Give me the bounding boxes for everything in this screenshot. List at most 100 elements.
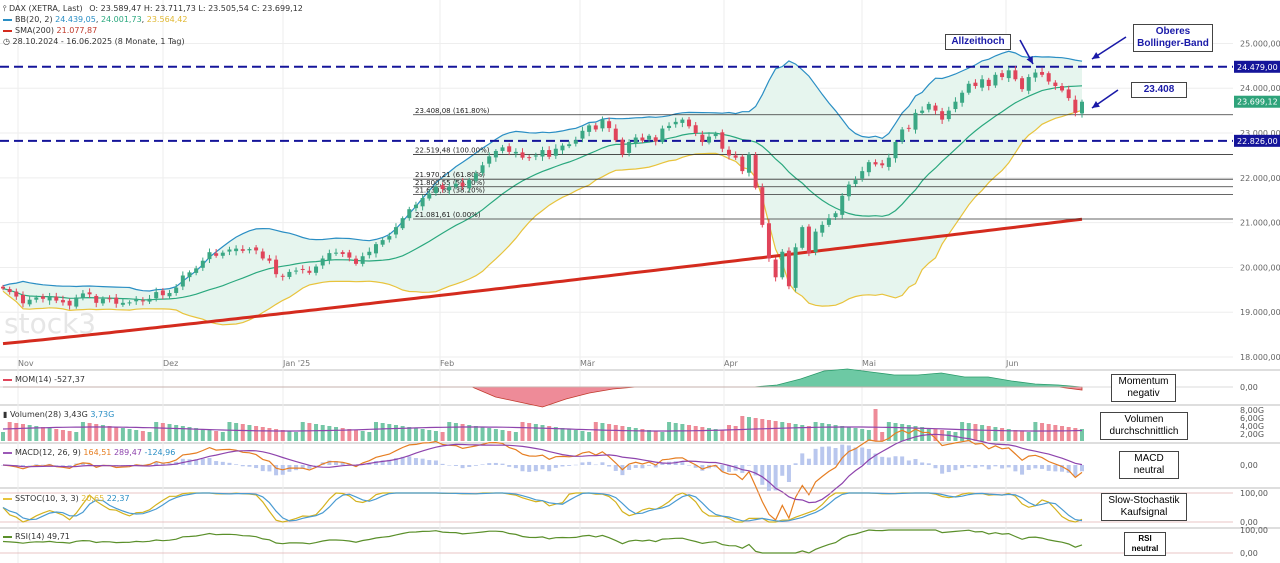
macd-histogram-bar bbox=[300, 465, 305, 469]
volume-bar bbox=[160, 423, 165, 441]
volume-bar bbox=[540, 425, 545, 441]
macd-histogram-bar bbox=[513, 465, 518, 469]
volume-bar bbox=[1080, 429, 1084, 441]
candle-body bbox=[367, 251, 372, 256]
candle-body bbox=[267, 258, 272, 261]
volume-bar bbox=[793, 424, 798, 441]
candle-body bbox=[1046, 73, 1051, 82]
volume-bar bbox=[54, 429, 59, 441]
volume-bar bbox=[174, 425, 179, 441]
volume-bar bbox=[407, 427, 412, 441]
candle-body bbox=[553, 148, 558, 156]
candle-body bbox=[227, 249, 232, 252]
volume-bar bbox=[913, 426, 918, 441]
macd-line bbox=[2, 428, 1083, 521]
volume-bar bbox=[34, 426, 39, 441]
macd-histogram-bar bbox=[420, 458, 425, 465]
volume-bar bbox=[547, 426, 552, 441]
volume-bar bbox=[840, 426, 845, 441]
candle-body bbox=[973, 82, 978, 86]
macd-histogram-bar bbox=[240, 465, 245, 467]
macd-histogram-bar bbox=[194, 459, 199, 465]
macd-signal-line bbox=[2, 433, 1083, 504]
macd-histogram-bar bbox=[487, 463, 492, 465]
candle-body bbox=[74, 297, 79, 307]
candle-body bbox=[640, 137, 645, 141]
candle-body bbox=[513, 151, 518, 154]
volume-bar bbox=[267, 428, 272, 441]
macd-histogram-bar bbox=[653, 465, 658, 468]
dashed-level-tag bbox=[1234, 134, 1280, 147]
volume-bar bbox=[1073, 428, 1078, 441]
volume-bar bbox=[420, 429, 425, 441]
candle-body bbox=[160, 290, 165, 296]
candle-body bbox=[334, 252, 339, 254]
candle-body bbox=[613, 128, 618, 141]
macd-histogram-bar bbox=[693, 465, 698, 468]
candle-body bbox=[800, 227, 805, 248]
candle-body bbox=[487, 156, 492, 164]
macd-histogram-bar bbox=[860, 447, 865, 465]
candle-body bbox=[986, 79, 991, 86]
volume-bar bbox=[334, 427, 339, 441]
macd-histogram-bar bbox=[647, 465, 652, 466]
last-price-tag bbox=[1234, 95, 1280, 108]
bb-label: BB(20, 2) bbox=[15, 15, 53, 24]
macd-histogram-bar bbox=[54, 465, 59, 466]
arrow-allzeithoch-head bbox=[1026, 56, 1033, 64]
macd-histogram-bar bbox=[793, 463, 798, 465]
volume-bar bbox=[307, 423, 312, 441]
legend-symbol: ⫯ DAX (XETRA, Last) O: 23.589,47 H: 23.7… bbox=[3, 4, 303, 14]
candle-body bbox=[40, 296, 45, 299]
candle-body bbox=[753, 155, 758, 188]
volume-bar bbox=[560, 428, 565, 441]
macd-histogram-bar bbox=[720, 465, 725, 472]
candle-body bbox=[260, 251, 265, 259]
volume-bar bbox=[1026, 432, 1031, 441]
candle-body bbox=[373, 244, 378, 254]
candle-body bbox=[127, 302, 132, 304]
macd-histogram-bar bbox=[1020, 465, 1025, 475]
volume-bar bbox=[393, 425, 398, 441]
macd-histogram-bar bbox=[600, 462, 605, 465]
sstoc-value-2: 22,37 bbox=[106, 494, 130, 503]
macd-histogram-bar bbox=[660, 462, 665, 465]
legend-rsi: RSI(14) 49,71 bbox=[3, 532, 70, 541]
macd-histogram-bar bbox=[553, 465, 558, 468]
volume-bar bbox=[493, 429, 498, 441]
clock-icon: ◷ bbox=[3, 37, 10, 46]
candle-body bbox=[840, 195, 845, 215]
legend-sma: SMA(200) 21.077,87 bbox=[3, 26, 97, 35]
candle-body bbox=[993, 74, 998, 86]
candle-body bbox=[294, 270, 299, 272]
fibonacci-label: 22.519,48 (100.00%) bbox=[415, 147, 490, 155]
macd-histogram-bar bbox=[913, 458, 918, 465]
legend-bb: BB(20, 2) 24.439,05, 24.001,73, 23.564,4… bbox=[3, 15, 187, 24]
candle-body bbox=[680, 119, 685, 123]
price-tick-label: 23.000,00 bbox=[1240, 129, 1280, 138]
mom-label: MOM(14) bbox=[15, 375, 52, 384]
candle-body bbox=[120, 302, 125, 305]
sma-value: 21.077,87 bbox=[56, 26, 98, 35]
sma-swatch-icon bbox=[3, 29, 12, 32]
volume-bar bbox=[447, 422, 452, 441]
sstoc-d-line bbox=[2, 492, 1083, 523]
candle-body bbox=[507, 146, 512, 152]
x-tick-label: Mär bbox=[580, 359, 596, 368]
rsi-tick-label: 0,00 bbox=[1240, 549, 1258, 558]
volume-bar bbox=[147, 432, 152, 441]
candle-body bbox=[340, 252, 345, 254]
macd-histogram-bar bbox=[800, 453, 805, 465]
volume-bar bbox=[254, 426, 259, 441]
macd-histogram-bar bbox=[760, 465, 765, 485]
volume-bar bbox=[200, 429, 205, 441]
macd-histogram-bar bbox=[900, 456, 905, 465]
volume-bar bbox=[127, 429, 132, 441]
volume-bar bbox=[920, 427, 925, 441]
macd-histogram-bar bbox=[187, 459, 192, 465]
macd-histogram-bar bbox=[413, 458, 418, 465]
momentum-tick-label: 0,00 bbox=[1240, 383, 1258, 392]
macd-histogram-bar bbox=[933, 465, 938, 469]
volume-bar bbox=[214, 431, 219, 441]
